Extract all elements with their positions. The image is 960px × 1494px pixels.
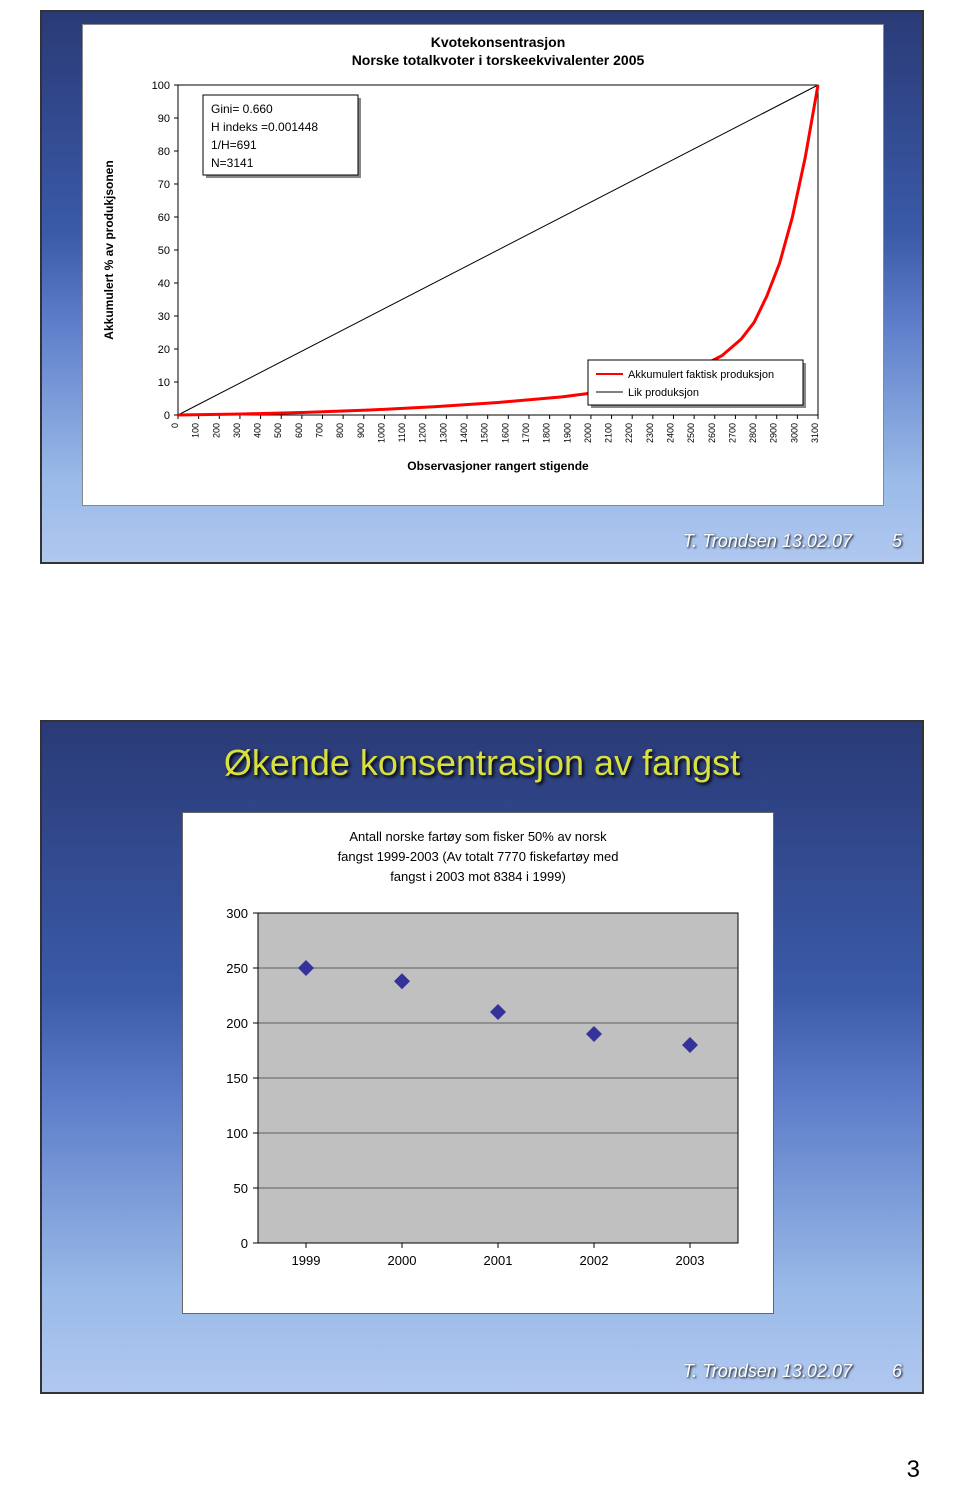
svg-text:Antall norske fartøy som fiske: Antall norske fartøy som fisker 50% av n… [349, 829, 607, 844]
svg-text:1100: 1100 [397, 423, 407, 442]
svg-text:0: 0 [241, 1236, 248, 1251]
svg-text:40: 40 [158, 278, 170, 290]
svg-text:2000: 2000 [583, 423, 593, 443]
svg-text:2300: 2300 [645, 423, 655, 443]
svg-text:100: 100 [226, 1126, 248, 1141]
svg-text:0: 0 [164, 410, 170, 422]
footer-page: 5 [892, 531, 902, 552]
svg-text:100: 100 [191, 423, 201, 438]
svg-text:150: 150 [226, 1071, 248, 1086]
svg-text:90: 90 [158, 113, 170, 125]
slide-2-title: Økende konsentrasjon av fangst [42, 742, 922, 784]
lorenz-chart-card: Kvotekonsentrasjon Norske totalkvoter i t… [82, 24, 884, 506]
svg-text:Akkumulert % av produkjsonen: Akkumulert % av produkjsonen [102, 160, 116, 339]
svg-text:2400: 2400 [665, 423, 675, 443]
svg-text:2700: 2700 [727, 423, 737, 443]
footer-text-2: T. Trondsen 13.02.07 [683, 1361, 852, 1382]
svg-text:0: 0 [170, 423, 180, 428]
svg-text:100: 100 [152, 80, 170, 92]
svg-text:700: 700 [315, 423, 325, 438]
svg-text:2001: 2001 [484, 1253, 513, 1268]
svg-text:30: 30 [158, 311, 170, 323]
svg-text:2900: 2900 [769, 423, 779, 443]
svg-text:2200: 2200 [624, 423, 634, 443]
svg-text:1900: 1900 [562, 423, 572, 443]
svg-text:200: 200 [226, 1016, 248, 1031]
svg-text:50: 50 [234, 1181, 248, 1196]
svg-text:1400: 1400 [459, 423, 469, 443]
svg-text:N=3141: N=3141 [211, 156, 254, 170]
svg-text:10: 10 [158, 377, 170, 389]
svg-text:900: 900 [356, 423, 366, 438]
svg-text:fangst 1999-2003 (Av totalt 77: fangst 1999-2003 (Av totalt 7770 fiskefa… [338, 849, 619, 864]
svg-text:1999: 1999 [292, 1253, 321, 1268]
footer-text: T. Trondsen 13.02.07 [683, 531, 852, 552]
svg-text:60: 60 [158, 212, 170, 224]
slide-1-bg: Kvotekonsentrasjon Norske totalkvoter i t… [42, 12, 922, 562]
svg-text:1000: 1000 [376, 423, 386, 443]
slide-1-footer: T. Trondsen 13.02.07 5 [42, 531, 902, 552]
svg-text:1/H=691: 1/H=691 [211, 138, 257, 152]
page-number: 3 [907, 1456, 920, 1484]
footer-page-2: 6 [892, 1361, 902, 1382]
svg-text:80: 80 [158, 146, 170, 158]
svg-text:20: 20 [158, 344, 170, 356]
svg-text:250: 250 [226, 961, 248, 976]
slide-2-bg: Økende konsentrasjon av fangst Antall no… [42, 722, 922, 1392]
svg-text:1200: 1200 [418, 423, 428, 443]
svg-text:2500: 2500 [686, 423, 696, 443]
svg-text:2000: 2000 [388, 1253, 417, 1268]
svg-text:Observasjoner rangert stigende: Observasjoner rangert stigende [407, 459, 589, 473]
trend-chart-card: Antall norske fartøy som fisker 50% av n… [182, 812, 774, 1314]
svg-text:Gini= 0.660: Gini= 0.660 [211, 102, 273, 116]
svg-text:70: 70 [158, 179, 170, 191]
svg-text:Lik produksjon: Lik produksjon [628, 387, 699, 399]
svg-text:3000: 3000 [789, 423, 799, 443]
svg-text:Kvotekonsentrasjon: Kvotekonsentrasjon [431, 34, 566, 50]
svg-text:800: 800 [335, 423, 345, 438]
slide-2-footer: T. Trondsen 13.02.07 6 [42, 1361, 902, 1382]
svg-text:Akkumulert faktisk produksjon: Akkumulert faktisk produksjon [628, 369, 774, 381]
svg-text:1600: 1600 [500, 423, 510, 443]
svg-text:50: 50 [158, 245, 170, 257]
svg-text:3100: 3100 [810, 423, 820, 443]
lorenz-chart: Kvotekonsentrasjon Norske totalkvoter i t… [83, 25, 883, 505]
svg-text:1800: 1800 [542, 423, 552, 443]
svg-text:500: 500 [273, 423, 283, 438]
svg-text:300: 300 [232, 423, 242, 438]
slide-1: Kvotekonsentrasjon Norske totalkvoter i t… [40, 10, 924, 564]
svg-text:300: 300 [226, 906, 248, 921]
svg-text:400: 400 [253, 423, 263, 438]
svg-text:Norske totalkvoter i torskeekv: Norske totalkvoter i torskeekvivalenter … [352, 52, 645, 68]
trend-chart: Antall norske fartøy som fisker 50% av n… [183, 813, 773, 1313]
svg-text:fangst i 2003 mot 8384 i 1999): fangst i 2003 mot 8384 i 1999) [390, 869, 566, 884]
svg-text:2100: 2100 [604, 423, 614, 443]
svg-text:2600: 2600 [707, 423, 717, 443]
svg-text:2002: 2002 [580, 1253, 609, 1268]
svg-text:200: 200 [211, 423, 221, 438]
svg-text:H indeks =0.001448: H indeks =0.001448 [211, 120, 318, 134]
svg-text:2800: 2800 [748, 423, 758, 443]
svg-text:1300: 1300 [438, 423, 448, 443]
svg-text:1700: 1700 [521, 423, 531, 443]
slide-2: Økende konsentrasjon av fangst Antall no… [40, 720, 924, 1394]
svg-text:2003: 2003 [676, 1253, 705, 1268]
svg-text:1500: 1500 [480, 423, 490, 443]
svg-text:600: 600 [294, 423, 304, 438]
